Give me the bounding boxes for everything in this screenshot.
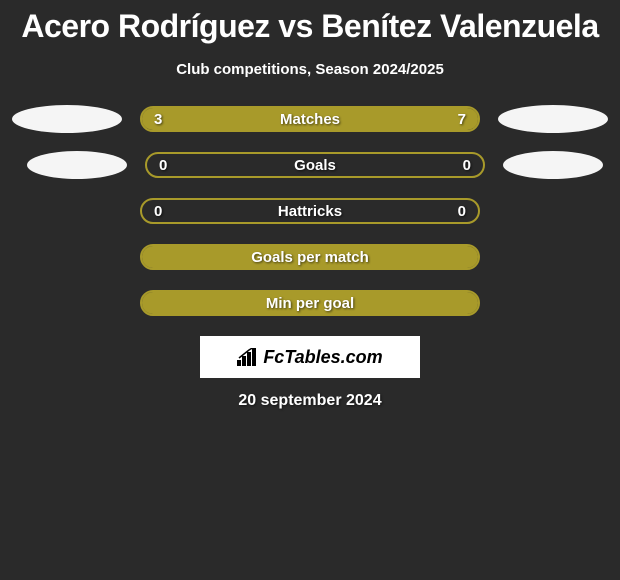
stat-label: Matches [280, 111, 340, 128]
stat-value-right: 0 [463, 157, 471, 174]
subtitle: Club competitions, Season 2024/2025 [0, 61, 620, 78]
stat-value-left: 3 [154, 111, 162, 128]
stat-label: Min per goal [266, 295, 354, 312]
stat-label: Goals per match [251, 249, 369, 266]
stat-bar: 0 Goals 0 [145, 152, 485, 178]
stat-bar: 3 Matches 7 [140, 106, 480, 132]
stat-value-left: 0 [159, 157, 167, 174]
stat-bar: Min per goal [140, 290, 480, 316]
stat-row: 0 Hattricks 0 [0, 198, 620, 224]
stat-label: Goals [294, 157, 336, 174]
stat-bar: 0 Hattricks 0 [140, 198, 480, 224]
bar-fill-right [236, 108, 478, 130]
logo-text: FcTables.com [263, 347, 382, 368]
stat-bars: 3 Matches 7 0 Goals 0 0 Hattricks 0 Goals per mat… [0, 106, 620, 316]
stat-row: Min per goal [0, 290, 620, 316]
stat-row: 0 Goals 0 [0, 152, 620, 178]
date-label: 20 september 2024 [0, 392, 620, 410]
stat-label: Hattricks [278, 203, 342, 220]
player-marker-left [27, 151, 127, 179]
stats-comparison-card: Acero Rodríguez vs Benítez Valenzuela Cl… [0, 0, 620, 410]
stat-row: Goals per match [0, 244, 620, 270]
stat-bar: Goals per match [140, 244, 480, 270]
player-marker-left [12, 105, 122, 133]
stat-value-left: 0 [154, 203, 162, 220]
stat-value-right: 0 [458, 203, 466, 220]
bar-chart-icon [237, 348, 259, 366]
stat-value-right: 7 [458, 111, 466, 128]
player-marker-right [498, 105, 608, 133]
page-title: Acero Rodríguez vs Benítez Valenzuela [0, 8, 620, 45]
player-marker-right [503, 151, 603, 179]
source-logo[interactable]: FcTables.com [200, 336, 420, 378]
stat-row: 3 Matches 7 [0, 106, 620, 132]
